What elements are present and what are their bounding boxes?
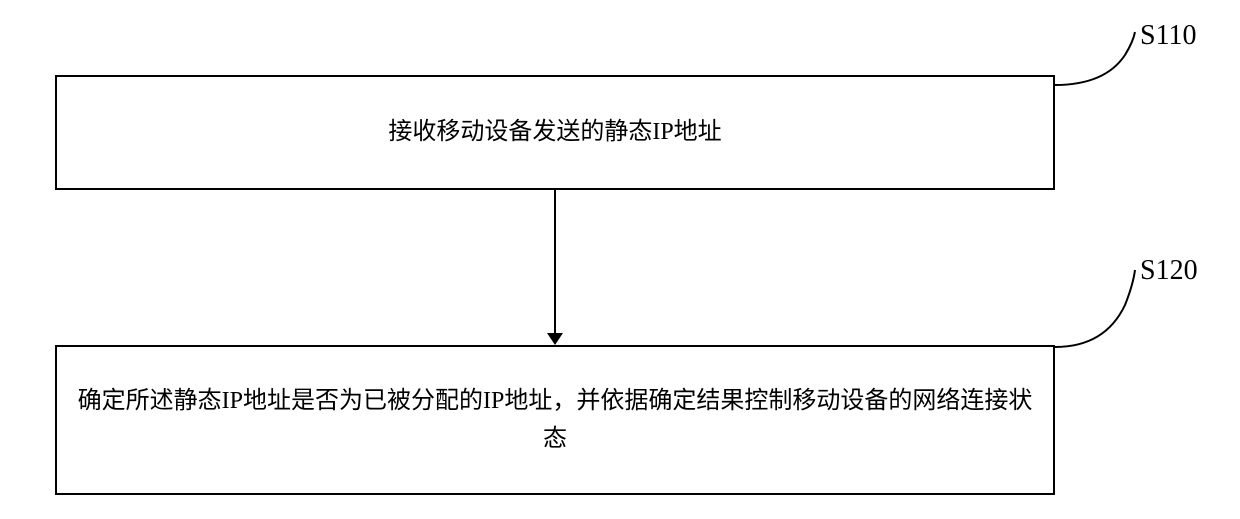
step-text: 接收移动设备发送的静态IP地址 xyxy=(388,113,721,151)
flowchart-arrow xyxy=(554,190,556,333)
flowchart-arrow-head xyxy=(547,333,563,345)
flowchart-container: 接收移动设备发送的静态IP地址 S110 确定所述静态IP地址是否为已被分配的I… xyxy=(0,0,1240,519)
step-label-s110: S110 xyxy=(1140,20,1197,52)
step-text: 确定所述静态IP地址是否为已被分配的IP地址，并依据确定结果控制移动设备的网络连… xyxy=(77,382,1033,459)
connector-curve-s110 xyxy=(1055,20,1145,95)
connector-curve-s120 xyxy=(1055,255,1145,355)
flowchart-step-s110: 接收移动设备发送的静态IP地址 xyxy=(55,75,1055,190)
flowchart-step-s120: 确定所述静态IP地址是否为已被分配的IP地址，并依据确定结果控制移动设备的网络连… xyxy=(55,345,1055,495)
step-label-s120: S120 xyxy=(1140,255,1198,287)
